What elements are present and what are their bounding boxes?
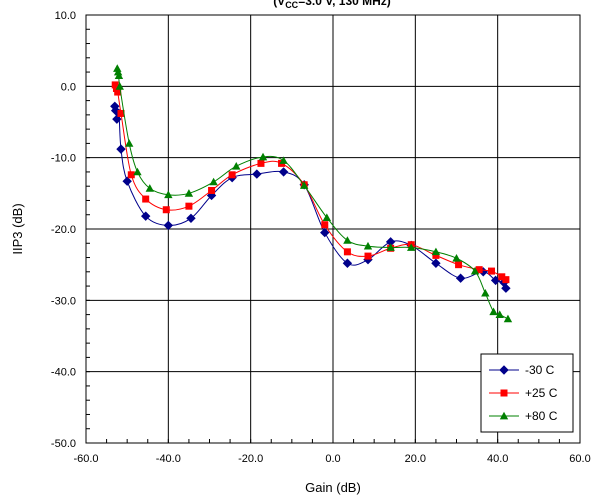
data-point [386,243,395,251]
data-point [320,227,330,238]
data-point [140,211,151,221]
x-tick-label: -20.0 [238,453,263,465]
data-point [502,276,510,284]
legend-marker [500,389,508,397]
data-point [501,283,511,293]
data-point [142,195,150,203]
data-point [252,169,262,179]
data-point [487,267,495,275]
data-point [258,152,268,161]
legend-entry: +80 C [525,409,558,423]
data-point [122,176,132,186]
data-point [162,206,170,214]
series-line [116,68,509,320]
data-point [363,241,373,250]
series-line [114,84,507,281]
data-point [481,289,490,297]
data-point [117,109,125,117]
data-point [490,275,501,286]
data-point [343,248,351,256]
data-point [113,67,123,76]
data-point [322,213,332,221]
chart-title: (VCC=3.0 V, 130 MHz) [273,0,391,10]
data-point [431,247,441,256]
data-point [163,220,174,231]
data-point [452,254,461,262]
data-point [127,171,135,179]
y-tick-label: 0.0 [61,81,76,93]
y-tick-label: -30.0 [51,295,76,307]
y-axis-label: IIP3 (dB) [10,203,25,254]
data-point [145,184,155,192]
data-point [431,258,441,268]
y-tick-label: -40.0 [51,367,76,379]
x-tick-label: 40.0 [487,453,508,465]
series-line [114,106,507,289]
x-tick-label: 60.0 [569,453,590,465]
axis-ticks: -60.0 -40.0 -20.0 0.0 20.0 40.0 60.0 -50.0 -40.0… [51,10,591,465]
legend-entry: -30 C [525,363,555,377]
x-tick-label: -60.0 [73,453,98,465]
data-point [116,144,126,154]
data-point [299,181,309,189]
data-point [184,189,194,197]
x-axis-label: Gain (dB) [305,480,361,495]
data-point [113,64,122,72]
data-point [208,186,216,194]
legend: -30 C +25 C +80 C [480,353,574,433]
data-point [455,261,463,269]
y-tick-label: -50.0 [51,438,76,450]
data-point [186,213,196,224]
data-point [257,159,265,167]
data-point [475,266,483,274]
y-tick-label: -20.0 [51,224,76,236]
data-point [133,167,142,176]
data-point [489,307,498,316]
data-point [125,139,134,147]
data-point [232,162,241,170]
data-point [455,273,466,283]
data-point [114,88,122,96]
data-point [321,221,329,229]
data-point [164,190,173,199]
x-tick-label: -40.0 [156,453,181,465]
data-point [111,81,119,89]
data-point [278,167,289,177]
series-layer [110,64,513,323]
data-point [279,156,288,164]
series-80c [113,64,513,323]
data-point [407,243,416,251]
series-25c [111,81,510,284]
data-point [432,251,440,259]
data-point [209,177,218,186]
x-tick-label: 20.0 [405,453,426,465]
data-point [470,266,480,275]
data-point [342,258,353,268]
x-tick-label: 0.0 [325,453,340,465]
data-point [114,71,124,79]
legend-marker [499,411,509,420]
data-point [185,202,193,210]
data-point [495,310,504,318]
legend-entry: +25 C [525,386,558,400]
y-tick-label: -10.0 [51,153,76,165]
data-point [343,236,352,244]
data-point [228,171,236,179]
data-point [498,273,506,281]
y-tick-label: 10.0 [55,10,76,22]
data-point [115,82,124,90]
data-point [503,314,513,323]
data-point [364,252,372,260]
legend-marker [499,365,509,375]
